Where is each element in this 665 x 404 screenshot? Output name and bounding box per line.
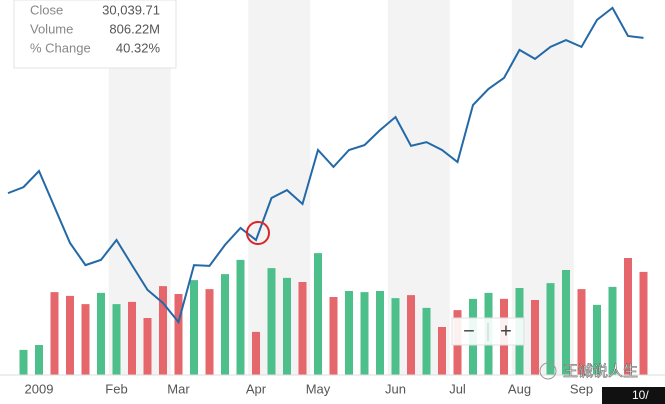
volume-bar: [531, 300, 539, 375]
x-axis-strip: [0, 375, 665, 404]
volume-bar: [314, 253, 322, 375]
volume-bar: [608, 286, 617, 375]
volume-bar: [19, 349, 28, 375]
volume-bar: [422, 307, 431, 375]
volume-bar: [190, 280, 198, 375]
crosshair-label: 10/: [632, 388, 649, 402]
x-tick-label: 2009: [25, 381, 54, 396]
volume-bar: [267, 268, 276, 375]
x-tick-label: Feb: [105, 381, 127, 396]
volume-bar: [112, 304, 121, 375]
volume-bar: [577, 289, 586, 375]
tooltip-value: 806.22M: [109, 21, 160, 36]
x-tick-label: Mar: [167, 381, 190, 396]
volume-bar: [35, 345, 43, 375]
x-tick-label: Jun: [385, 381, 406, 396]
volume-bar: [376, 291, 384, 375]
volume-bar: [639, 271, 648, 375]
crosshair-label-box: [602, 387, 665, 404]
volume-bar: [81, 304, 90, 375]
volume-bar: [407, 295, 415, 375]
volume-bar: [283, 277, 291, 375]
watermark-icon: [539, 362, 557, 380]
x-tick-label: Aug: [508, 381, 531, 396]
tooltip-label: Close: [30, 2, 63, 17]
zoom-in-button[interactable]: +: [500, 320, 512, 342]
hand-drawn-circle: [246, 221, 270, 245]
tooltip-label: % Change: [30, 40, 91, 55]
volume-bar: [252, 331, 260, 375]
volume-bar: [50, 292, 59, 375]
x-tick-label: Apr: [246, 381, 267, 396]
x-tick-label: Sep: [570, 381, 593, 396]
tooltip-label: Volume: [30, 21, 73, 36]
volume-bar: [236, 259, 245, 375]
volume-bar: [159, 286, 167, 375]
tooltip-value: 40.32%: [116, 40, 161, 55]
volume-bar: [593, 304, 601, 375]
volume-bar: [97, 292, 105, 375]
volume-bar: [205, 289, 214, 375]
tooltip-value: 30,039.71: [102, 2, 160, 17]
volume-bar: [221, 274, 229, 375]
volume-bar: [128, 301, 136, 375]
x-tick-label: Jul: [449, 381, 466, 396]
volume-bar: [298, 282, 307, 375]
volume-bar: [345, 291, 353, 375]
volume-bar: [562, 270, 570, 375]
volume-bar: [546, 283, 555, 375]
x-tick-label: May: [306, 381, 331, 396]
watermark: 王诚说人生: [563, 363, 638, 380]
volume-bar: [174, 294, 183, 375]
price-line: [7, 6, 644, 325]
volume-bar: [438, 327, 446, 375]
volume-bar: [143, 318, 152, 375]
volume-bar: [360, 292, 369, 375]
zoom-out-button[interactable]: −: [463, 320, 475, 342]
volume-bar: [391, 298, 400, 375]
volume-bar: [66, 295, 74, 375]
tooltip-box: [13, 0, 177, 69]
volume-bar: [624, 258, 632, 375]
volume-bar: [329, 297, 338, 375]
